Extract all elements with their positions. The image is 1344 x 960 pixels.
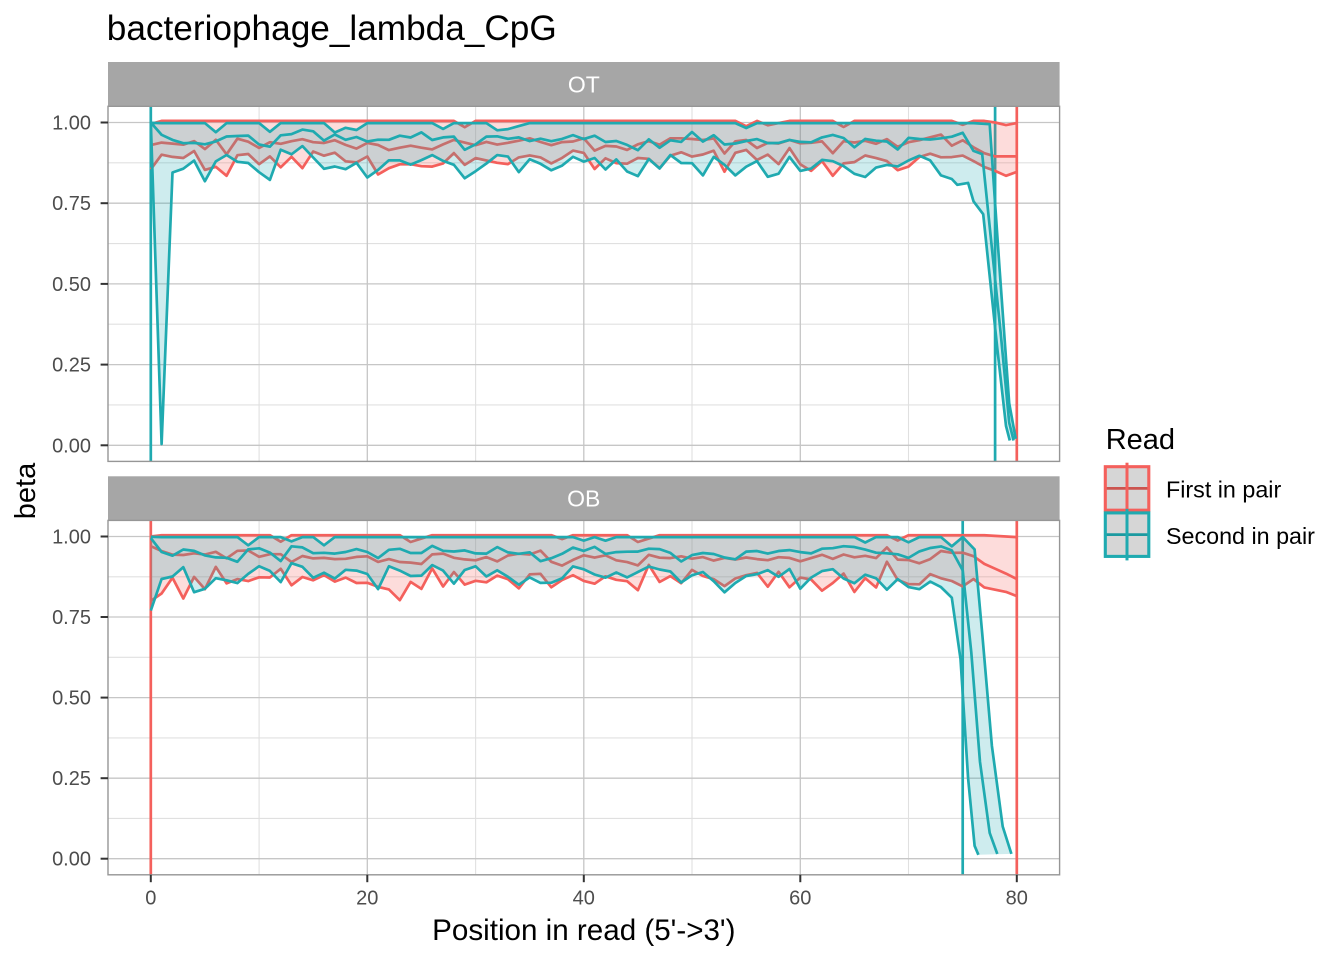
svg-text:60: 60 [789, 887, 811, 909]
svg-text:Second in pair: Second in pair [1166, 523, 1315, 549]
svg-text:0.75: 0.75 [52, 193, 91, 215]
svg-text:0.50: 0.50 [52, 688, 91, 710]
svg-text:80: 80 [1006, 887, 1028, 909]
svg-text:0.25: 0.25 [52, 768, 91, 790]
svg-text:Position in read (5'->3'): Position in read (5'->3') [432, 914, 735, 947]
svg-text:0.25: 0.25 [52, 355, 91, 377]
svg-text:0.50: 0.50 [52, 274, 91, 296]
svg-text:0: 0 [145, 887, 156, 909]
svg-text:0.75: 0.75 [52, 607, 91, 629]
svg-text:20: 20 [356, 887, 378, 909]
svg-text:beta: beta [10, 462, 42, 519]
svg-text:0.00: 0.00 [52, 849, 91, 871]
svg-text:OB: OB [567, 486, 600, 512]
svg-text:1.00: 1.00 [52, 113, 91, 135]
svg-text:40: 40 [573, 887, 595, 909]
svg-text:0.00: 0.00 [52, 435, 91, 457]
svg-text:Read: Read [1106, 424, 1175, 456]
svg-text:First in pair: First in pair [1166, 477, 1281, 503]
svg-text:OT: OT [568, 72, 600, 98]
svg-text:1.00: 1.00 [52, 527, 91, 549]
svg-text:bacteriophage_lambda_CpG: bacteriophage_lambda_CpG [107, 9, 557, 48]
